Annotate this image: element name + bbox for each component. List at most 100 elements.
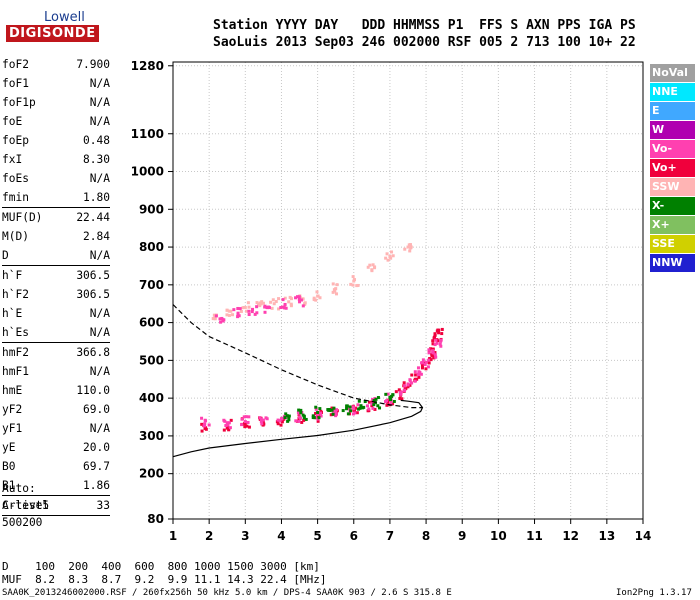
y-tick-label: 80 (147, 512, 164, 526)
echo-point (332, 406, 336, 410)
param-name: foF1 (2, 77, 29, 90)
echo-point (423, 363, 427, 367)
param-value: N/A (89, 365, 110, 378)
echo-point (315, 290, 319, 294)
echo-point (330, 406, 334, 410)
param-value: 2.84 (83, 230, 110, 243)
echo-point (349, 282, 353, 286)
param-value: 110.0 (76, 384, 110, 397)
echo-point (200, 429, 204, 433)
param-value: 1.80 (83, 191, 110, 204)
echo-point (335, 292, 339, 296)
echo-point (431, 347, 435, 351)
param-name: yF1 (2, 422, 23, 435)
echo-point (427, 351, 431, 355)
param-row: yF2 69.0 (2, 400, 110, 419)
echo-point (330, 408, 334, 412)
echo-point (351, 283, 355, 287)
echo-point (392, 399, 396, 403)
echo-point (243, 425, 247, 429)
echo-point (236, 315, 240, 319)
echo-point (281, 298, 285, 302)
echo-point (363, 400, 367, 404)
autoscaling-info: Auto: Artist5 500200 (2, 480, 49, 531)
echo-point (370, 400, 374, 404)
echo-point (373, 407, 377, 411)
polarization-legend: NoVal NNE E W Vo- Vo+ SSW X- X+ SSE NNW (650, 64, 695, 273)
echo-point (255, 311, 259, 315)
echo-point (408, 249, 412, 253)
param-value: 22.44 (76, 211, 110, 224)
param-row: D N/A (2, 246, 110, 266)
echo-point (403, 384, 407, 388)
echo-point (242, 415, 246, 419)
echo-point (278, 419, 282, 423)
param-row: foE N/A (2, 112, 110, 131)
param-row: hmF1 N/A (2, 362, 110, 381)
echo-point (439, 339, 443, 343)
param-value: 20.0 (83, 441, 110, 454)
x-tick-label: 11 (526, 529, 543, 543)
echo-point (416, 373, 420, 377)
param-name: h`F (2, 269, 23, 282)
param-row: fxI 8.30 (2, 150, 110, 169)
echo-point (246, 420, 250, 424)
param-row: M(D) 2.84 (2, 227, 110, 246)
x-tick-label: 8 (422, 529, 430, 543)
echo-point (433, 332, 437, 336)
echo-point (406, 385, 410, 389)
param-name: D (2, 249, 9, 262)
echo-point (371, 406, 375, 410)
echo-point (232, 308, 236, 312)
legend-item: NNE (650, 83, 695, 101)
echo-point (225, 313, 229, 317)
echo-point (427, 358, 431, 362)
echo-point (295, 419, 299, 423)
echo-point (264, 416, 268, 420)
echo-point (300, 420, 304, 424)
echo-point (353, 409, 357, 413)
echo-point (279, 423, 283, 427)
legend-item: X- (650, 197, 695, 215)
echo-point (243, 421, 247, 425)
echo-point (287, 418, 291, 422)
echo-point (374, 397, 378, 401)
echo-point (431, 339, 435, 343)
echo-point (267, 305, 271, 309)
echo-point (408, 243, 412, 247)
echo-point (388, 398, 392, 402)
echo-point (431, 342, 435, 346)
param-value: 7.900 (76, 58, 110, 71)
auto-label: Auto: (2, 482, 36, 495)
echo-point (362, 405, 366, 409)
echo-point (231, 313, 235, 317)
echo-point (299, 408, 303, 412)
echo-point (297, 411, 301, 415)
param-name: hmF2 (2, 346, 29, 359)
echo-point (212, 313, 216, 317)
param-name: B0 (2, 460, 16, 473)
echo-point (433, 353, 437, 357)
echo-point (277, 297, 281, 301)
echo-point (289, 297, 293, 301)
echo-point (366, 404, 370, 408)
echo-point (289, 302, 293, 306)
echo-point (434, 338, 438, 342)
legend-item: Vo- (650, 140, 695, 158)
echo-point (386, 392, 390, 396)
echo-point (284, 306, 288, 310)
param-value: N/A (89, 422, 110, 435)
legend-item: NoVal (650, 64, 695, 82)
x-tick-label: 10 (490, 529, 507, 543)
param-row: yE 20.0 (2, 438, 110, 457)
echo-point (247, 415, 251, 419)
auto-version: 500200 (2, 516, 43, 529)
param-row: foEs N/A (2, 169, 110, 188)
plot-frame (172, 61, 644, 520)
echo-point (244, 415, 248, 419)
param-name: foE (2, 115, 23, 128)
param-row: B1 1.86 (2, 476, 110, 496)
echo-point (439, 344, 443, 348)
echo-point (259, 420, 263, 424)
